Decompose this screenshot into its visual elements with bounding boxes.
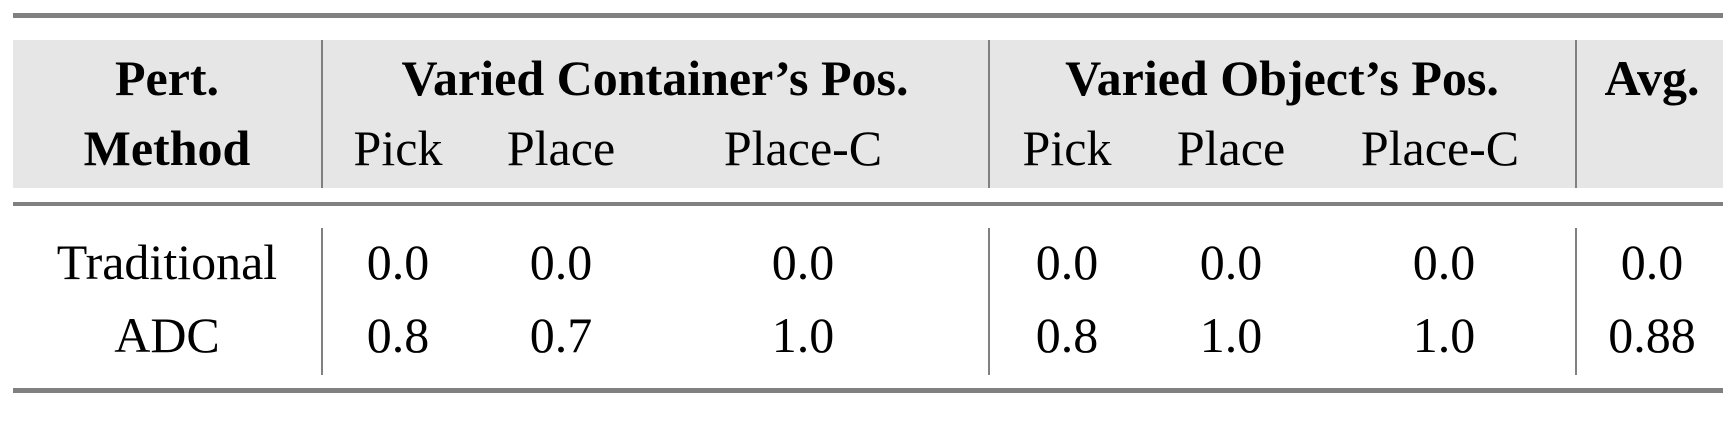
cell: 0.8 <box>366 307 430 363</box>
subheader-place-c: Place-C <box>723 120 883 176</box>
cell: 1.0 <box>771 307 835 363</box>
cell: 1.0 <box>1199 307 1263 363</box>
bottom-rule <box>13 388 1723 393</box>
cell-avg: 0.0 <box>1620 234 1684 290</box>
header-group-object: Varied Object’s Pos. <box>1065 50 1499 106</box>
cell: 0.0 <box>1412 234 1476 290</box>
header-method-line2: Method <box>83 120 251 176</box>
cell: 0.8 <box>1035 307 1099 363</box>
subheader-place: Place <box>506 120 616 176</box>
subheader-place-c: Place-C <box>1360 120 1520 176</box>
body-divider-3 <box>1575 228 1577 375</box>
subheader-pick: Pick <box>353 120 443 176</box>
top-rule <box>13 13 1723 18</box>
cell: 0.0 <box>366 234 430 290</box>
cell-avg: 0.88 <box>1608 307 1696 363</box>
header-divider-1 <box>321 40 323 188</box>
subheader-pick: Pick <box>1022 120 1112 176</box>
header-divider-2 <box>988 40 990 188</box>
header-background <box>13 40 1723 188</box>
header-group-container: Varied Container’s Pos. <box>401 50 909 106</box>
subheader-place: Place <box>1176 120 1286 176</box>
header-method-line1: Pert. <box>114 50 220 106</box>
cell: 0.7 <box>529 307 593 363</box>
header-divider-3 <box>1575 40 1577 188</box>
header-avg: Avg. <box>1604 50 1700 106</box>
cell: 1.0 <box>1412 307 1476 363</box>
cell: 0.0 <box>529 234 593 290</box>
row-method: ADC <box>114 307 220 363</box>
row-method: Traditional <box>56 234 278 290</box>
mid-rule <box>13 202 1723 206</box>
cell: 0.0 <box>1035 234 1099 290</box>
body-divider-2 <box>988 228 990 375</box>
cell: 0.0 <box>1199 234 1263 290</box>
cell: 0.0 <box>771 234 835 290</box>
body-divider-1 <box>321 228 323 375</box>
